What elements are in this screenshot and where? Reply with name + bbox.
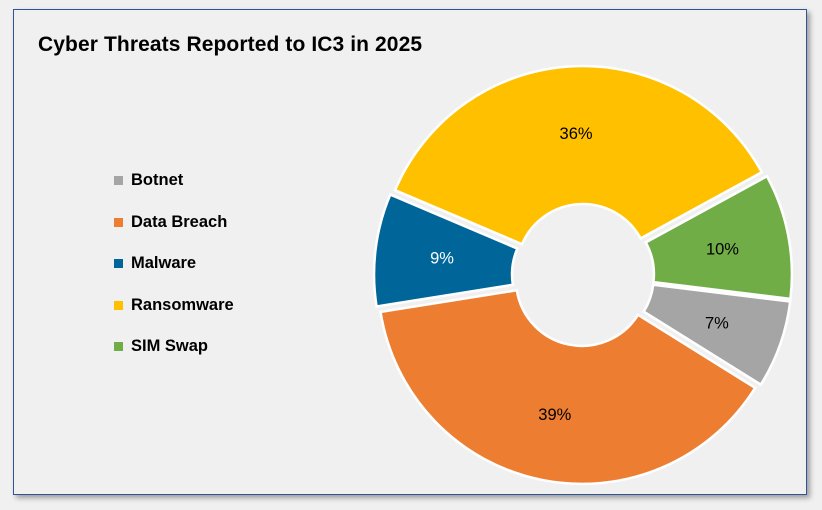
data-label: 10%	[706, 240, 739, 258]
slice-botnet	[641, 283, 792, 387]
legend-swatch	[114, 300, 123, 310]
data-label: 39%	[538, 406, 571, 424]
legend-item-sim-swap: SIM Swap	[114, 337, 208, 356]
legend-swatch	[114, 259, 123, 268]
legend-swatch	[114, 342, 123, 351]
legend-item-malware: Malware	[114, 254, 196, 273]
data-label: 9%	[430, 250, 454, 268]
legend-label: SIM Swap	[131, 337, 209, 355]
legend-label: Malware	[131, 254, 197, 272]
slice-data-breach	[379, 288, 757, 486]
legend-item-ransomware: Ransomware	[114, 296, 234, 315]
chart-title: Cyber Threats Reported to IC3 in 2025	[38, 33, 423, 56]
slice-sim-swap	[644, 174, 794, 301]
legend-item-botnet: Botnet	[114, 171, 183, 190]
legend-label: Data Breach	[131, 212, 228, 231]
legend-label: Ransomware	[131, 295, 234, 314]
slice-ransomware	[393, 64, 764, 246]
legend-swatch	[114, 176, 123, 185]
legend-swatch	[114, 217, 123, 227]
legend-item-data-breach: Data Breach	[114, 213, 227, 232]
data-label: 36%	[560, 125, 593, 143]
legend-label: Botnet	[131, 171, 184, 189]
slice-malware	[372, 192, 519, 308]
data-label: 7%	[705, 314, 729, 332]
